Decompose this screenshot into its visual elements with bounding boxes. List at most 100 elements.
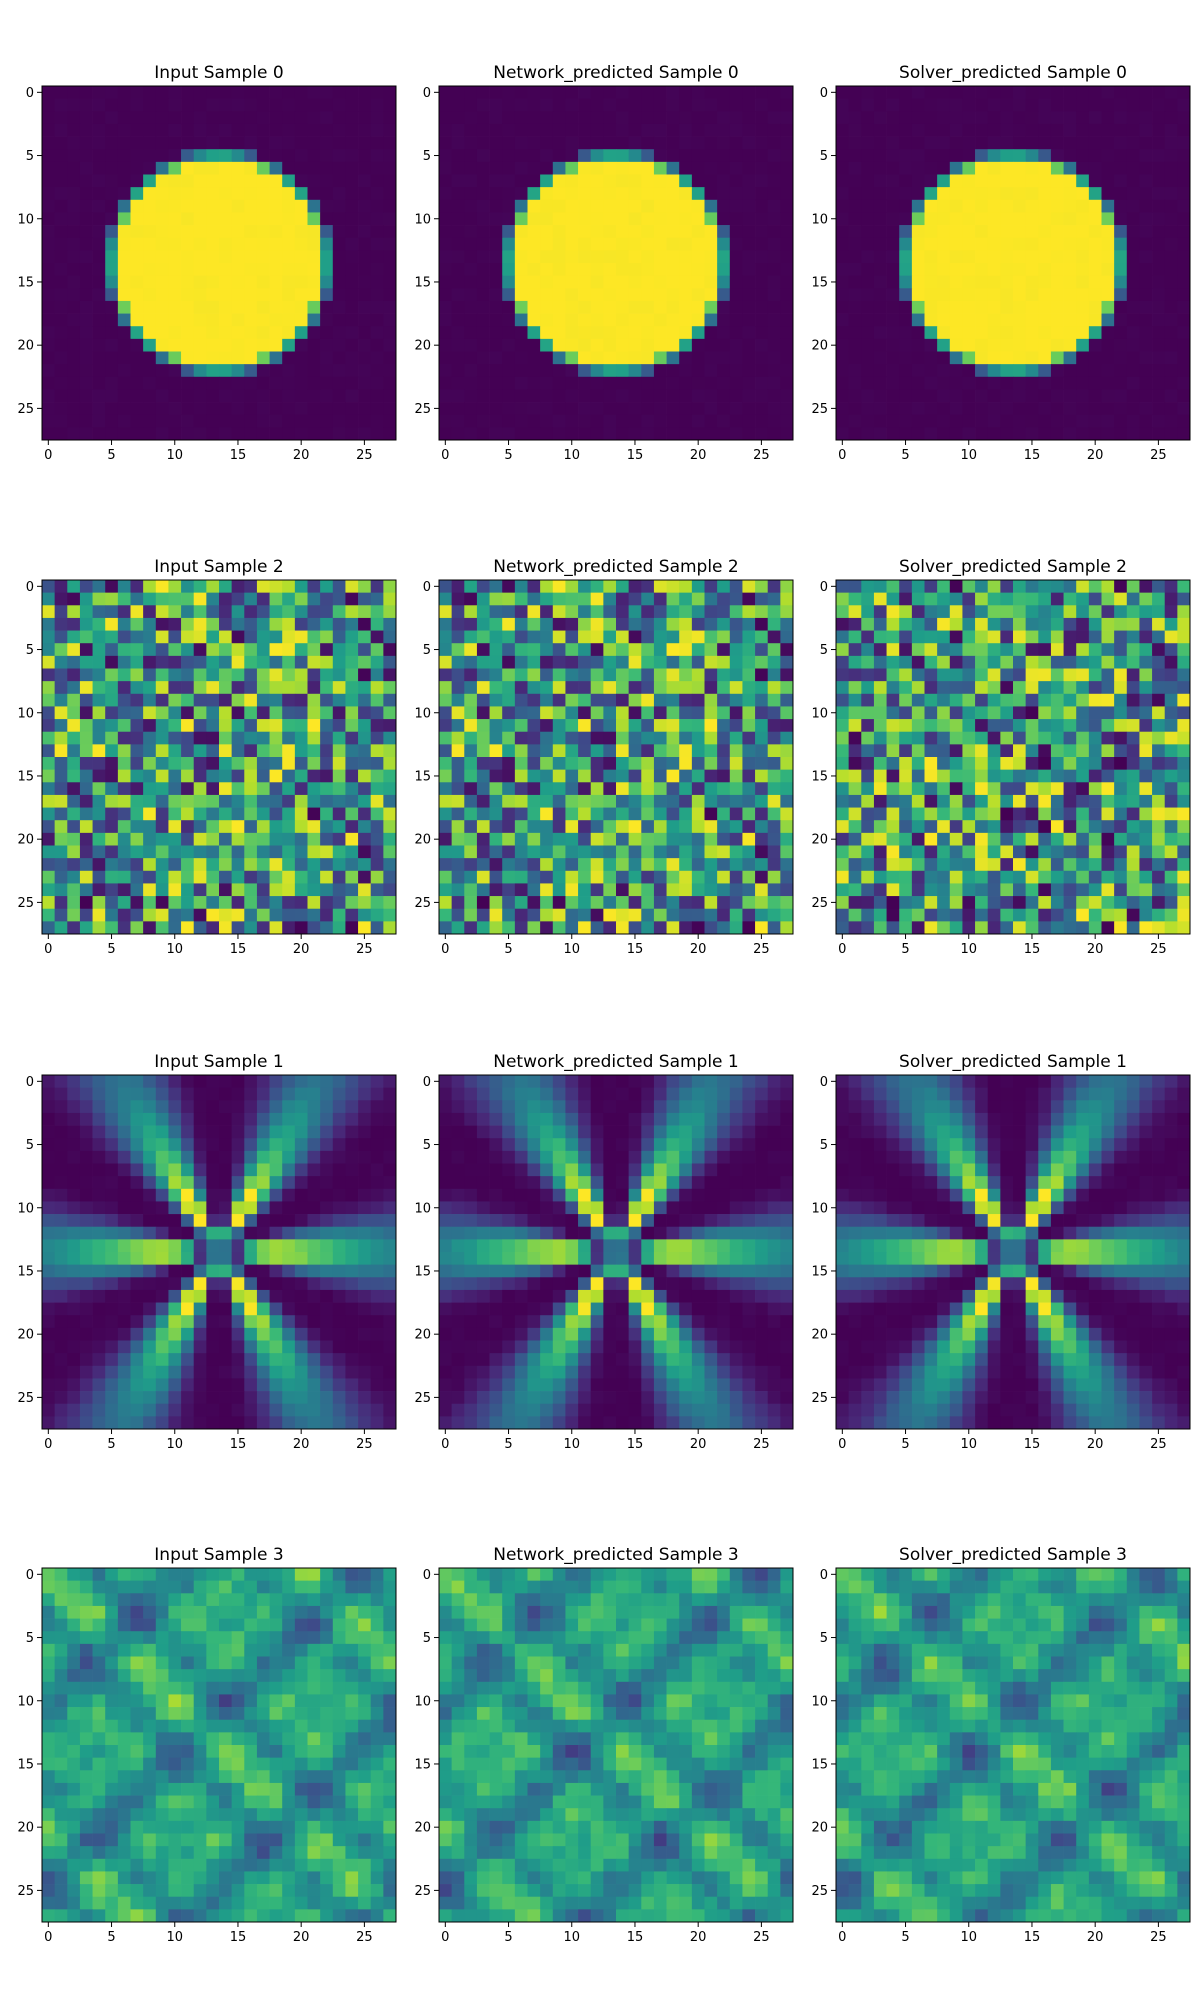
heatmap-cell <box>603 668 617 682</box>
heatmap-cell <box>117 820 131 834</box>
heatmap-cell <box>307 376 321 390</box>
heatmap-cell <box>476 744 490 758</box>
heatmap-cell <box>578 427 592 441</box>
heatmap-cell <box>1088 908 1102 922</box>
heatmap-cell <box>1126 782 1140 796</box>
heatmap-cell <box>383 111 397 125</box>
heatmap-cell <box>704 136 718 150</box>
heatmap-cell <box>742 782 756 796</box>
heatmap-cell <box>345 870 359 884</box>
heatmap-cell <box>256 402 270 416</box>
heatmap-cell <box>92 605 106 619</box>
heatmap-cell <box>1164 389 1178 403</box>
heatmap-cell <box>679 288 693 302</box>
heatmap-cell <box>691 693 705 707</box>
heatmap-cell <box>527 794 541 808</box>
heatmap-cell <box>552 275 566 289</box>
heatmap-cell <box>155 605 169 619</box>
heatmap-cell <box>269 1112 283 1126</box>
heatmap-cell <box>679 655 693 669</box>
heatmap-cell <box>987 136 1001 150</box>
heatmap-cell <box>168 136 182 150</box>
heatmap-cell <box>256 123 270 137</box>
heatmap-cell <box>975 782 989 796</box>
heatmap-cell <box>168 870 182 884</box>
heatmap-cell <box>206 123 220 137</box>
heatmap-cell <box>370 655 384 669</box>
heatmap-cell <box>641 870 655 884</box>
heatmap-cell <box>1164 908 1178 922</box>
heatmap-cell <box>590 794 604 808</box>
heatmap-cell <box>628 414 642 428</box>
heatmap-cell <box>975 313 989 327</box>
heatmap-cell <box>975 693 989 707</box>
heatmap-cell <box>1025 250 1039 264</box>
heatmap-cell <box>320 174 334 188</box>
heatmap-cell <box>937 832 951 846</box>
heatmap-cell <box>307 870 321 884</box>
heatmap-cell <box>1114 706 1128 720</box>
heatmap-cell <box>54 883 68 897</box>
heatmap-cell <box>451 288 465 302</box>
heatmap-cell <box>1114 921 1128 935</box>
heatmap-cell <box>628 199 642 213</box>
heatmap-cell <box>181 858 195 872</box>
heatmap-cell <box>1076 757 1090 770</box>
heatmap-cell <box>666 326 680 340</box>
heatmap-cell <box>780 794 794 808</box>
heatmap-panel: Network_predicted Sample 20 5 10 15 20 250510… <box>414 557 794 957</box>
heatmap-cell <box>67 896 81 910</box>
heatmap-cell <box>117 681 131 695</box>
heatmap-cell <box>168 1125 182 1139</box>
heatmap-cell <box>79 858 93 872</box>
panel-title: Input Sample 1 <box>154 1052 283 1072</box>
heatmap-cell <box>937 338 951 352</box>
heatmap-cell <box>92 326 106 340</box>
heatmap-cell <box>937 326 951 340</box>
heatmap-cell <box>679 605 693 619</box>
heatmap-cell <box>861 908 875 922</box>
heatmap-cell <box>899 782 913 796</box>
heatmap-cell <box>1152 351 1166 365</box>
heatmap-cell <box>282 389 296 403</box>
heatmap-cell <box>181 782 195 796</box>
heatmap-cell <box>666 199 680 213</box>
heatmap-cell <box>1152 225 1166 239</box>
heatmap-cell <box>742 706 756 720</box>
heatmap-cell <box>307 149 321 163</box>
heatmap-cell <box>514 794 528 808</box>
heatmap-cell <box>666 98 680 112</box>
heatmap-cell <box>294 98 308 112</box>
heatmap-cell <box>181 592 195 606</box>
heatmap-cell <box>616 706 629 720</box>
heatmap-cell <box>590 605 604 619</box>
heatmap-cell <box>1139 376 1153 390</box>
heatmap-cell <box>1152 149 1166 163</box>
heatmap-cell <box>168 668 182 682</box>
x-tick-label: 25 <box>1150 448 1167 463</box>
heatmap-cell <box>861 225 875 239</box>
heatmap-cell <box>641 794 655 808</box>
heatmap-cell <box>130 161 144 175</box>
heatmap-cell <box>345 706 359 720</box>
heatmap-cell <box>565 681 579 695</box>
heatmap-cell <box>937 351 951 365</box>
heatmap-cell <box>873 351 887 365</box>
heatmap-cell <box>1050 111 1064 125</box>
heatmap-cell <box>861 832 875 846</box>
heatmap-cell <box>464 794 478 808</box>
heatmap-cell <box>540 174 554 188</box>
heatmap-cell <box>873 149 887 163</box>
heatmap-cell <box>1152 86 1166 99</box>
heatmap-cell <box>742 719 756 733</box>
heatmap-cell <box>105 719 119 733</box>
heatmap-cell <box>527 592 541 606</box>
heatmap-cell <box>476 630 490 644</box>
heatmap-cell <box>1101 313 1115 327</box>
heatmap-cell <box>848 161 862 175</box>
heatmap-cell <box>937 237 951 251</box>
heatmap-cell <box>848 288 862 302</box>
heatmap-cell <box>527 98 541 112</box>
heatmap-cell <box>767 832 781 846</box>
axes-frame <box>438 85 794 441</box>
